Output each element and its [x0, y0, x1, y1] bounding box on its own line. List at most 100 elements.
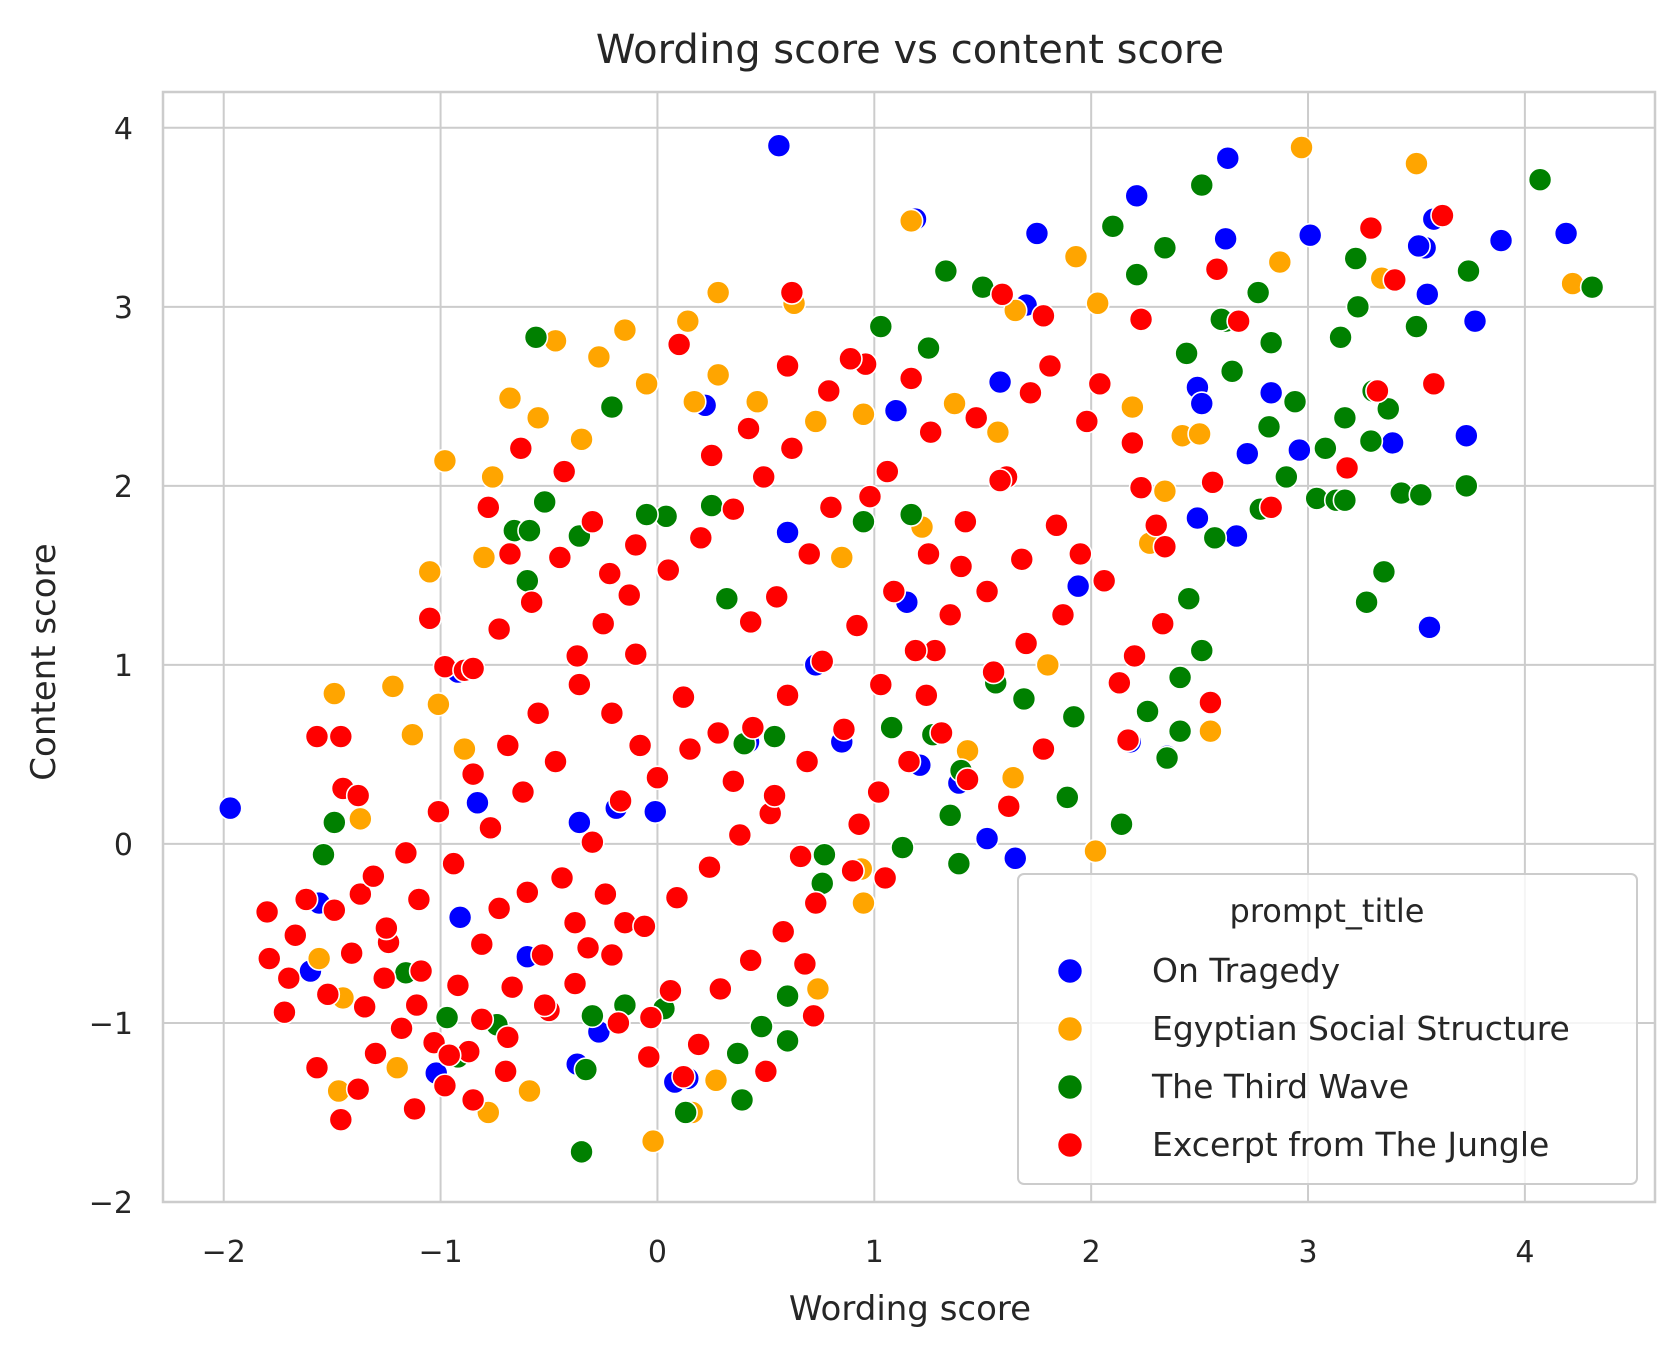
data-point: [475, 495, 501, 520]
data-point: [1406, 233, 1431, 259]
data-point: [1235, 441, 1260, 466]
data-point: [1120, 430, 1145, 456]
data-point: [599, 700, 625, 726]
data-point: [788, 844, 813, 869]
data-point: [766, 133, 792, 159]
data-point: [1152, 235, 1178, 261]
data-point: [417, 606, 443, 631]
data-point: [564, 643, 590, 669]
data-point: [816, 378, 842, 404]
data-point: [708, 976, 733, 1002]
data-point: [1462, 308, 1488, 334]
data-point: [593, 881, 618, 907]
data-point: [586, 344, 612, 370]
data-point: [256, 946, 282, 971]
data-point: [738, 948, 763, 973]
data-point: [1287, 437, 1312, 463]
data-point: [432, 448, 458, 474]
data-point: [1152, 534, 1178, 560]
data-point: [1256, 414, 1282, 440]
data-point: [937, 602, 963, 628]
data-point: [272, 999, 297, 1025]
data-point: [1187, 421, 1212, 447]
data-point: [764, 584, 790, 610]
data-point: [363, 1041, 388, 1066]
data-point: [779, 435, 805, 461]
data-point: [851, 509, 876, 534]
data-point: [645, 765, 670, 790]
data-point: [1313, 435, 1338, 461]
data-point: [1202, 525, 1228, 551]
x-tick-label: 3: [1298, 1235, 1317, 1270]
data-point: [883, 398, 909, 423]
data-point: [469, 931, 495, 957]
data-point: [1091, 568, 1117, 594]
data-point: [400, 722, 425, 748]
data-point: [510, 779, 536, 805]
data-point: [1245, 280, 1271, 305]
data-point: [775, 353, 800, 379]
data-point: [352, 994, 377, 1020]
data-point: [898, 208, 924, 234]
data-point: [673, 1100, 698, 1125]
data-point: [1189, 638, 1215, 663]
data-point: [775, 520, 800, 545]
data-point: [1128, 475, 1154, 500]
data-point: [408, 958, 434, 984]
data-point: [803, 890, 829, 916]
y-axis-label: Content score: [24, 543, 64, 780]
data-point: [417, 559, 443, 585]
data-point: [1128, 307, 1154, 332]
data-point: [573, 1057, 599, 1082]
y-tick-label: −1: [89, 1007, 133, 1042]
data-point: [1037, 353, 1063, 379]
data-point: [389, 1016, 414, 1041]
data-point: [640, 1128, 666, 1154]
data-point: [1258, 330, 1284, 355]
data-point: [471, 545, 497, 570]
data-point: [1258, 495, 1284, 520]
data-point: [328, 724, 354, 749]
data-point: [575, 935, 601, 961]
data-point: [217, 795, 243, 821]
data-point: [486, 616, 512, 642]
data-point: [436, 1042, 462, 1068]
data-point: [1050, 602, 1076, 628]
data-point: [868, 314, 894, 339]
data-point: [721, 496, 746, 522]
data-point: [671, 1064, 696, 1089]
data-point: [916, 541, 941, 567]
data-point: [903, 638, 928, 663]
data-point: [688, 525, 714, 551]
data-point: [918, 419, 943, 445]
data-point: [606, 1010, 631, 1036]
data-point: [658, 978, 683, 1004]
data-point: [322, 810, 347, 835]
legend: prompt_title On Tragedy Egyptian Social S…: [1017, 873, 1638, 1185]
data-point: [497, 541, 523, 567]
data-point: [567, 672, 592, 697]
data-point: [406, 887, 432, 912]
data-point: [562, 971, 588, 996]
data-point: [1219, 358, 1245, 384]
data-point: [384, 1055, 410, 1081]
data-point: [623, 641, 649, 667]
data-point: [699, 493, 724, 518]
data-point: [1430, 203, 1455, 228]
data-point: [1176, 586, 1202, 611]
x-tick-label: 0: [648, 1235, 667, 1270]
plot-frame: [161, 90, 1657, 1204]
data-point: [1068, 541, 1093, 567]
data-point: [974, 826, 1000, 851]
data-point: [1124, 262, 1150, 287]
data-point: [736, 416, 761, 441]
data-point: [1375, 396, 1401, 422]
legend-title: prompt_title: [1230, 892, 1425, 930]
data-point: [671, 684, 696, 710]
data-point: [1371, 559, 1397, 585]
data-point: [1002, 298, 1028, 323]
data-point: [914, 683, 939, 708]
data-point: [432, 1073, 458, 1098]
data-point: [1189, 172, 1215, 198]
data-point: [1065, 573, 1091, 599]
